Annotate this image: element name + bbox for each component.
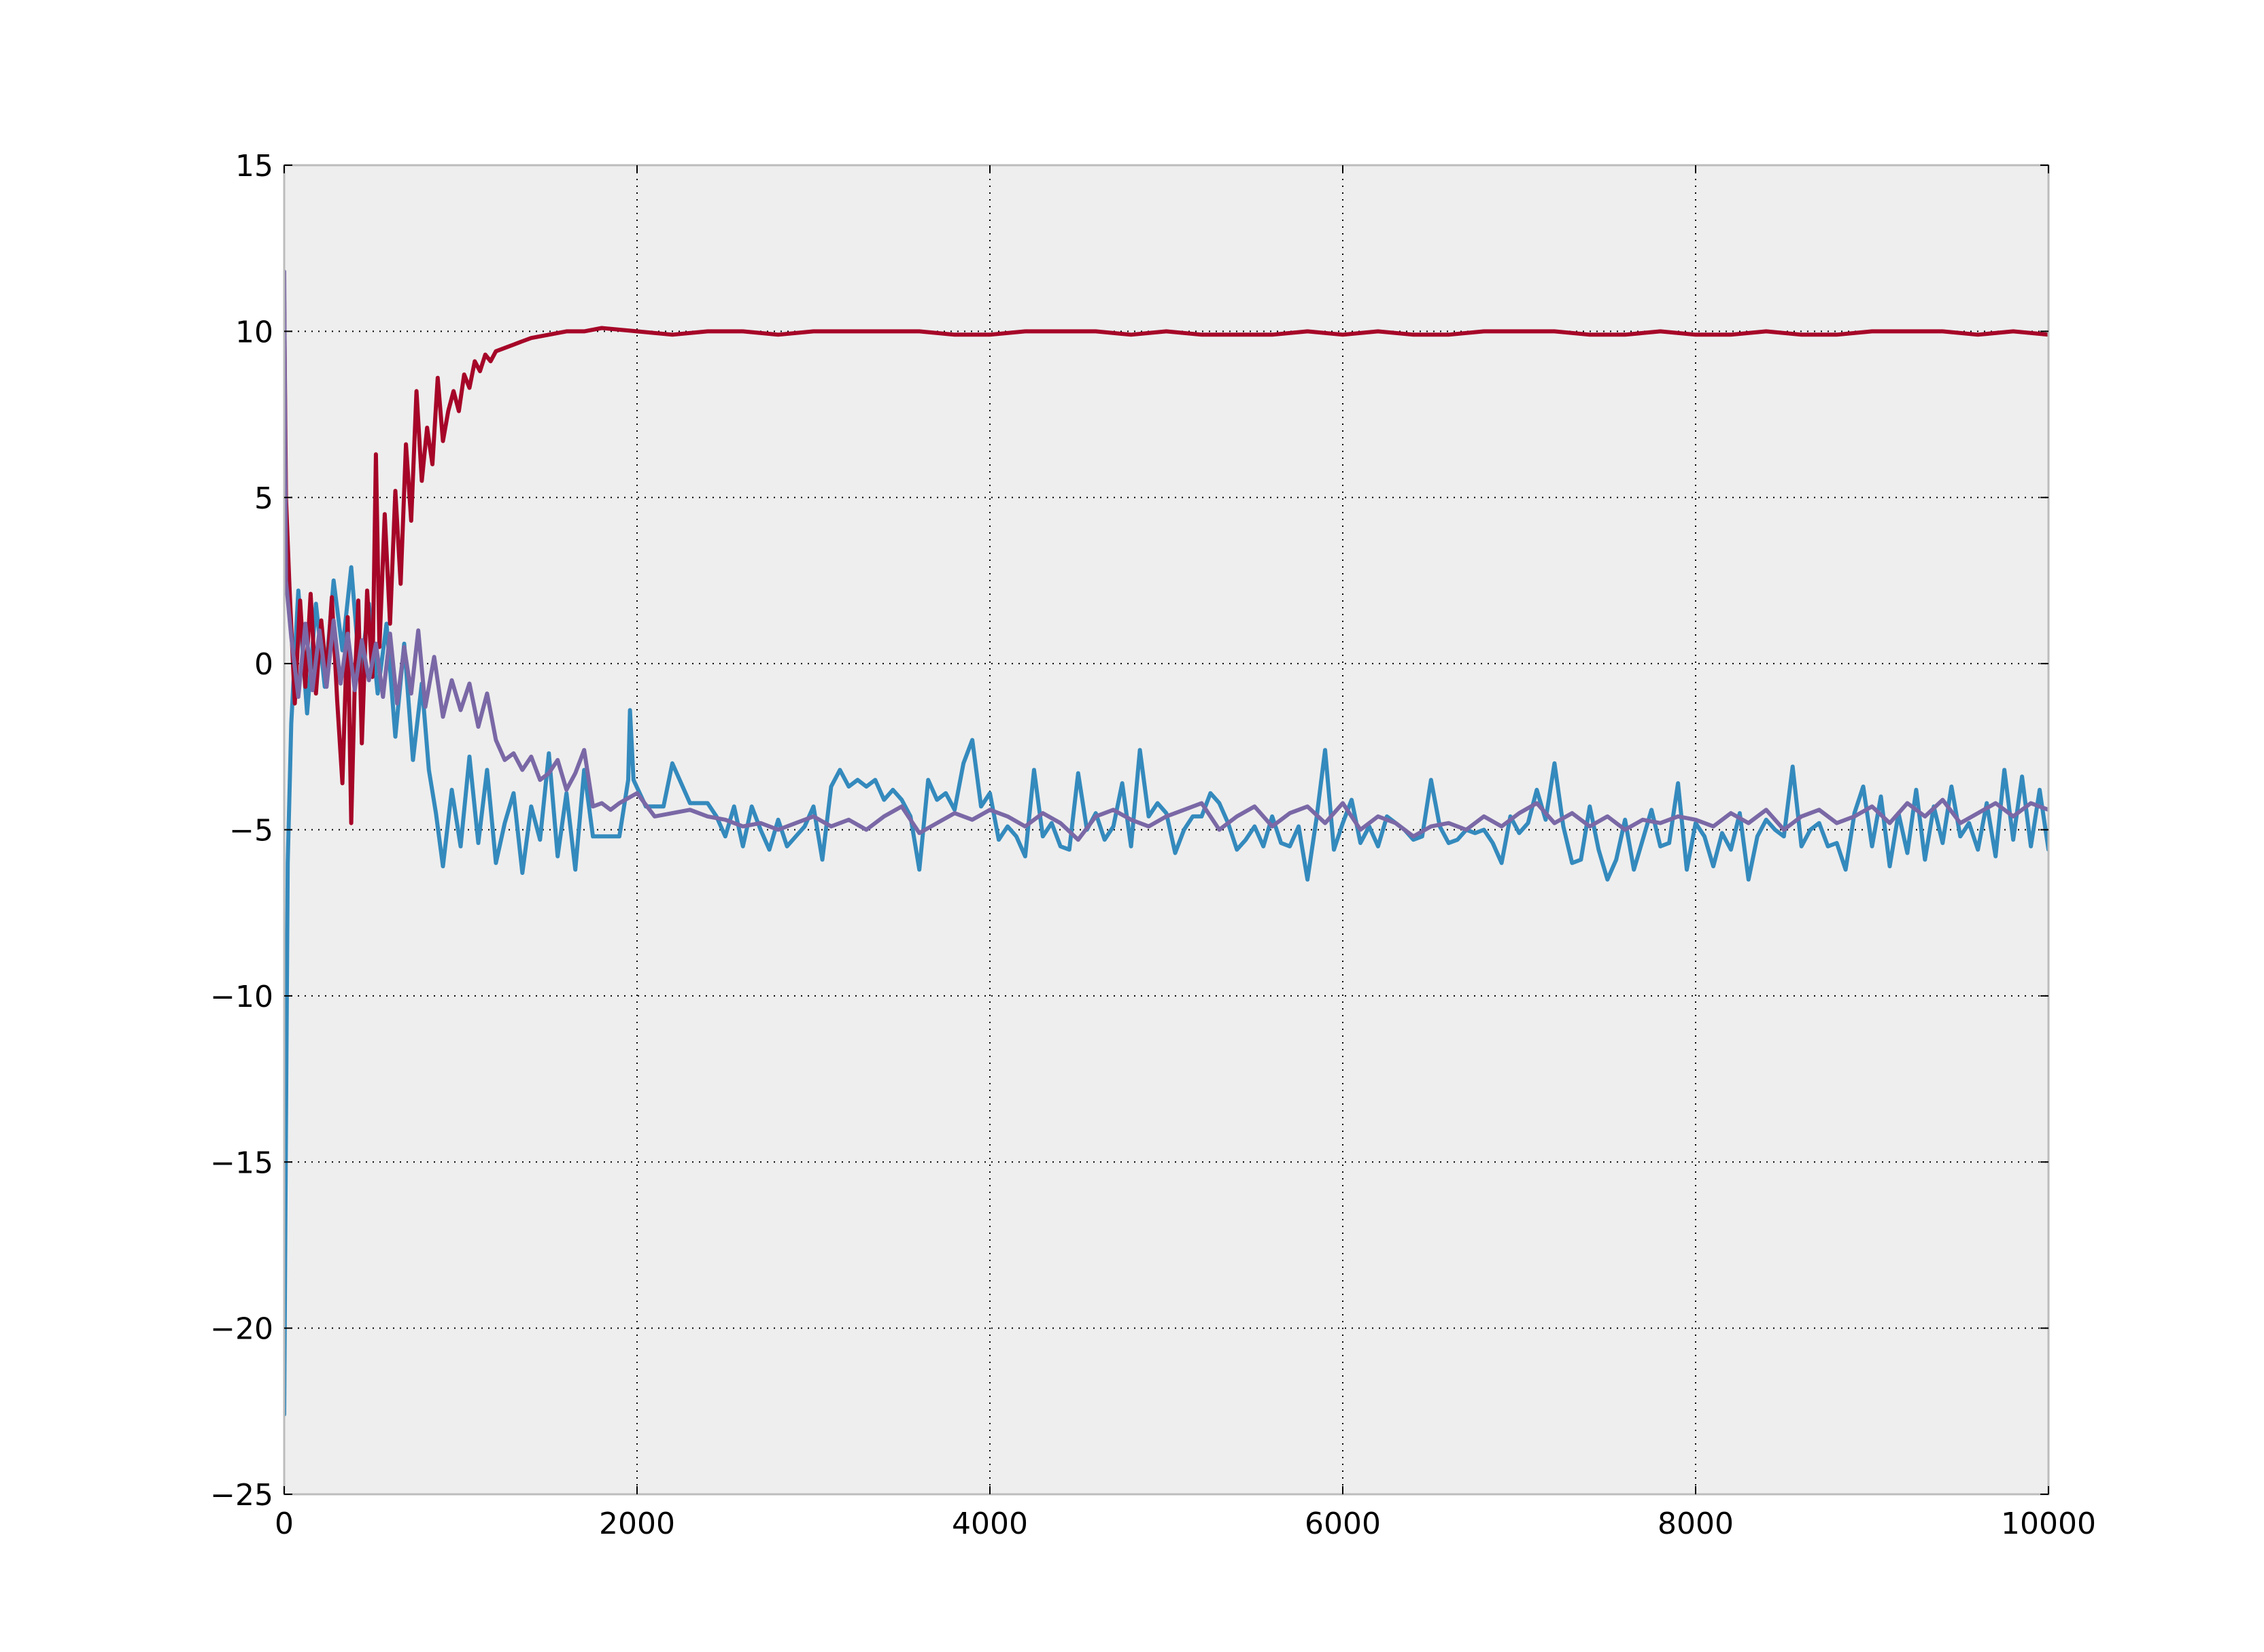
y-tick-label: −10 <box>210 980 273 1014</box>
y-tick-label: −5 <box>229 814 273 848</box>
y-tick-label: 15 <box>235 149 273 184</box>
y-tick-label: 5 <box>254 481 273 516</box>
y-tick-label: −25 <box>210 1478 273 1513</box>
y-tick-label: −15 <box>210 1146 273 1180</box>
y-tick-label: −20 <box>210 1312 273 1347</box>
series-line-1 <box>284 565 2048 1417</box>
axis-ticks <box>284 165 2049 1495</box>
x-tick-label: 8000 <box>1658 1507 1734 1541</box>
x-tick-label: 4000 <box>952 1507 1028 1541</box>
x-tick-label: 6000 <box>1305 1507 1381 1541</box>
series-line-2 <box>284 296 2048 825</box>
series-group <box>284 269 2048 1417</box>
x-axis-tick-labels: 0 2000 4000 6000 8000 10000 <box>275 1507 2096 1541</box>
y-axis-tick-labels: 15 10 5 0 −5 −10 −15 −20 −25 <box>210 149 273 1513</box>
x-tick-label: 0 <box>275 1507 294 1541</box>
y-tick-label: 10 <box>235 315 273 349</box>
series-line-3 <box>284 269 2048 842</box>
y-tick-label: 0 <box>254 647 273 682</box>
x-tick-label: 10000 <box>2001 1507 2096 1541</box>
x-tick-label: 2000 <box>599 1507 675 1541</box>
